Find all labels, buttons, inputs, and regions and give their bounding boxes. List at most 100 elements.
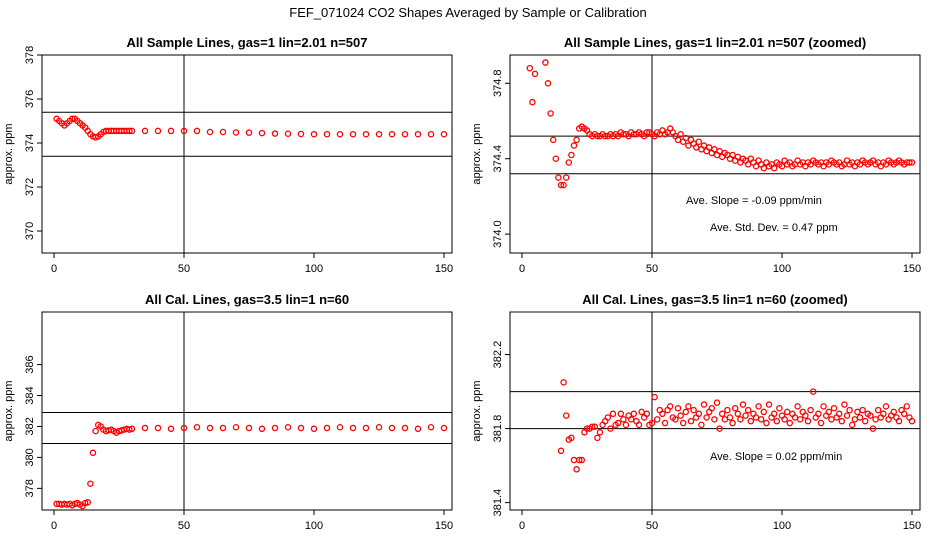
annotation-text: Ave. Slope = -0.09 ppm/min <box>686 195 822 207</box>
data-point <box>794 403 801 410</box>
data-point <box>695 410 703 418</box>
data-point <box>672 416 679 423</box>
y-tick-label: 370 <box>24 222 36 240</box>
data-point <box>783 408 791 416</box>
data-point <box>685 142 692 149</box>
data-point <box>718 410 726 418</box>
y-tick-label: 374.4 <box>492 145 504 173</box>
data-point <box>193 127 201 135</box>
page-title: FEF_071024 CO2 Shapes Averaged by Sample… <box>289 5 647 20</box>
data-point <box>838 417 846 425</box>
data-point <box>895 417 903 425</box>
data-series <box>53 115 448 141</box>
data-point <box>747 417 755 425</box>
data-point <box>154 127 162 135</box>
data-point <box>596 429 604 436</box>
data-point <box>92 427 99 435</box>
data-point <box>854 408 861 416</box>
x-tick-label: 0 <box>519 263 525 275</box>
y-tick-label: 381.8 <box>492 415 504 443</box>
data-point <box>713 399 721 406</box>
data-point <box>698 421 705 429</box>
data-point <box>193 423 201 431</box>
data-point <box>570 142 578 149</box>
data-point <box>414 130 422 138</box>
data-point <box>828 416 835 423</box>
data-point <box>781 416 788 423</box>
x-tick-label: 150 <box>903 520 921 532</box>
data-point <box>677 412 684 419</box>
data-point <box>796 416 804 423</box>
data-point <box>708 404 716 412</box>
data-point <box>679 419 687 427</box>
y-tick-label: 384 <box>24 386 36 404</box>
plot-frame <box>41 311 453 511</box>
data-point <box>760 164 768 172</box>
data-point <box>757 416 765 423</box>
data-point <box>401 424 409 432</box>
data-point <box>882 403 890 410</box>
chart-panel-3: All Cal. Lines, gas=3.5 lin=1 n=60 approx… <box>3 292 453 532</box>
data-point <box>630 410 638 418</box>
data-point <box>846 406 853 414</box>
data-point <box>206 128 214 136</box>
data-point <box>711 146 718 153</box>
data-point <box>68 115 76 123</box>
data-point <box>742 412 749 419</box>
data-point <box>362 130 370 138</box>
annotation-text: Ave. Std. Dev. = 0.47 ppm <box>710 222 838 234</box>
data-point <box>557 181 565 189</box>
data-point <box>666 403 674 410</box>
data-point <box>336 130 344 138</box>
data-point <box>874 406 882 414</box>
data-point <box>271 424 279 432</box>
data-point <box>565 159 573 166</box>
data-point <box>427 423 435 431</box>
data-point <box>659 410 666 418</box>
data-point <box>729 151 736 159</box>
x-tick-label: 0 <box>51 263 57 275</box>
data-point <box>620 416 627 423</box>
x-tick-label: 50 <box>646 520 658 532</box>
data-point <box>734 153 742 161</box>
data-point <box>739 401 747 408</box>
data-point <box>560 379 567 386</box>
data-point <box>245 424 253 432</box>
data-point <box>544 80 552 87</box>
data-point <box>607 425 614 432</box>
data-point <box>336 423 344 431</box>
data-point <box>167 425 175 433</box>
data-point <box>809 388 817 395</box>
data-point <box>89 449 97 457</box>
chart-panel-1: All Sample Lines, gas=1 lin=2.01 n=507 ap… <box>3 35 453 275</box>
x-tick-label: 0 <box>519 520 525 532</box>
data-point <box>310 425 318 433</box>
data-point <box>323 424 331 432</box>
y-axis-label: approx. ppm <box>3 380 15 441</box>
data-point <box>414 425 422 433</box>
x-tick-label: 150 <box>435 263 453 275</box>
data-point <box>737 416 744 423</box>
data-point <box>744 161 752 168</box>
data-point <box>687 417 695 425</box>
data-point <box>815 410 822 418</box>
data-point <box>765 401 773 408</box>
chart-panel-2: All Sample Lines, gas=1 lin=2.01 n=507 (… <box>471 35 921 275</box>
data-point <box>562 412 570 419</box>
data-point <box>232 423 240 431</box>
data-point <box>843 412 851 419</box>
x-tick-label: 100 <box>305 263 323 275</box>
data-point <box>903 403 911 410</box>
data-point <box>219 128 227 136</box>
data-point <box>776 404 783 412</box>
data-point <box>869 425 877 432</box>
data-series <box>526 59 916 189</box>
data-point <box>573 466 580 473</box>
data-point <box>547 110 554 117</box>
data-point <box>908 417 916 425</box>
data-point <box>724 406 731 414</box>
data-point <box>716 425 723 432</box>
data-point <box>880 410 887 418</box>
y-tick-label: 382 <box>24 417 36 435</box>
